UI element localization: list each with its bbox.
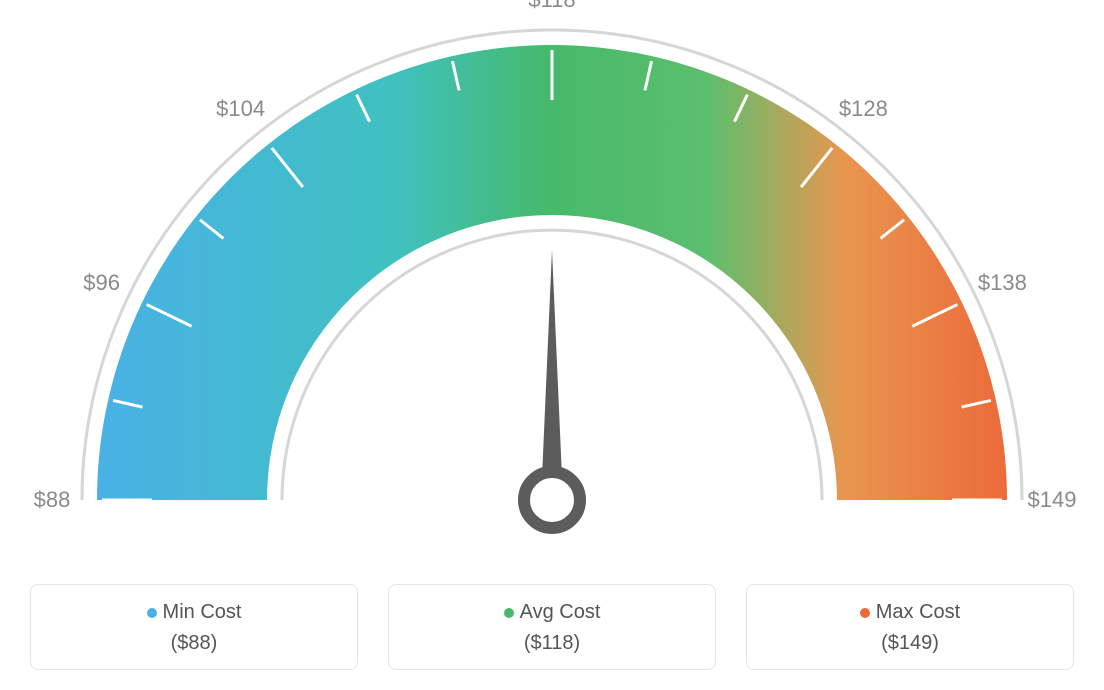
legend-max-label: Max Cost	[757, 601, 1063, 624]
legend-min-value: ($88)	[41, 632, 347, 655]
legend-min-label: Min Cost	[41, 601, 347, 624]
legend-max-value: ($149)	[757, 632, 1063, 655]
legend-avg-value: ($118)	[399, 632, 705, 655]
gauge-tick-label: $118	[528, 0, 575, 13]
gauge-svg	[0, 0, 1104, 560]
gauge-tick-label: $138	[978, 270, 1027, 296]
gauge-area: $88 $96 $104 $118 $128 $138 $149	[0, 0, 1104, 560]
legend-max-text: Max Cost	[876, 601, 960, 623]
gauge-tick-label: $96	[83, 270, 120, 296]
legend-avg-text: Avg Cost	[520, 601, 601, 623]
gauge-tick-label: $104	[216, 96, 265, 122]
legend-max-dot	[860, 608, 870, 618]
legend-min: Min Cost ($88)	[30, 584, 358, 670]
legend-avg-label: Avg Cost	[399, 601, 705, 624]
legend-row: Min Cost ($88) Avg Cost ($118) Max Cost …	[0, 584, 1104, 670]
legend-avg: Avg Cost ($118)	[388, 584, 716, 670]
gauge-tick-label: $88	[34, 487, 71, 513]
gauge-tick-label: $149	[1028, 487, 1077, 513]
legend-avg-dot	[504, 608, 514, 618]
legend-min-text: Min Cost	[163, 601, 242, 623]
legend-max: Max Cost ($149)	[746, 584, 1074, 670]
legend-min-dot	[147, 608, 157, 618]
gauge-tick-label: $128	[839, 96, 888, 122]
chart-container: $88 $96 $104 $118 $128 $138 $149 Min Cost ($88…	[0, 0, 1104, 690]
